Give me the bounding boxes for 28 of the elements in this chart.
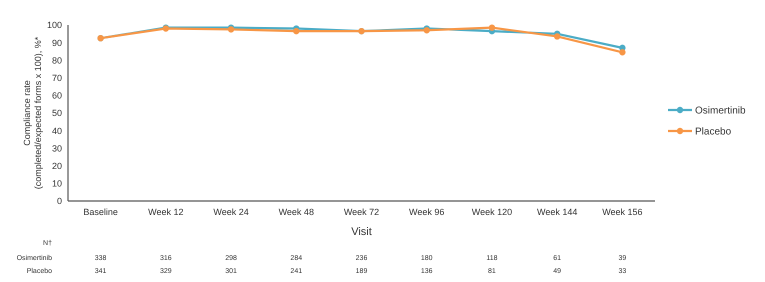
x-tick-label: Week 24 (213, 207, 249, 217)
x-tick-label: Week 48 (278, 207, 314, 217)
x-tick-label: Baseline (83, 207, 118, 217)
point (293, 28, 300, 34)
y-axis-title: Compliance rate (completed/expected forms x 100), %* (22, 36, 43, 190)
x-axis-title: Visit (351, 226, 372, 238)
y-tick-label: 90 (52, 38, 62, 48)
y-tick-label: 30 (52, 143, 62, 154)
point (619, 49, 626, 56)
x-tick-label: Week 144 (536, 207, 578, 217)
x-tick-label: Week 120 (472, 207, 512, 217)
y-tick-label: 0 (56, 196, 62, 206)
y-tick-label: 100 (46, 20, 62, 30)
x-tick-label: Week 12 (148, 207, 184, 217)
point (488, 24, 496, 31)
y-tick-label: 40 (52, 126, 62, 136)
x-tick-label: Week 156 (602, 207, 643, 217)
legend-label: Osimertinib (695, 106, 746, 116)
legend-label: Placebo (695, 126, 732, 138)
y-tick-label: 10 (52, 178, 62, 189)
y-tick-label: 70 (52, 72, 62, 83)
y-tick-label: 20 (52, 160, 62, 171)
y-tick-label: 80 (52, 55, 62, 66)
y-tick-label: 50 (52, 108, 62, 118)
point (554, 33, 560, 40)
y-tick-label: 60 (52, 90, 62, 101)
x-tick-label: Week 72 (344, 207, 380, 217)
x-tick-label: Week 96 (409, 207, 444, 217)
